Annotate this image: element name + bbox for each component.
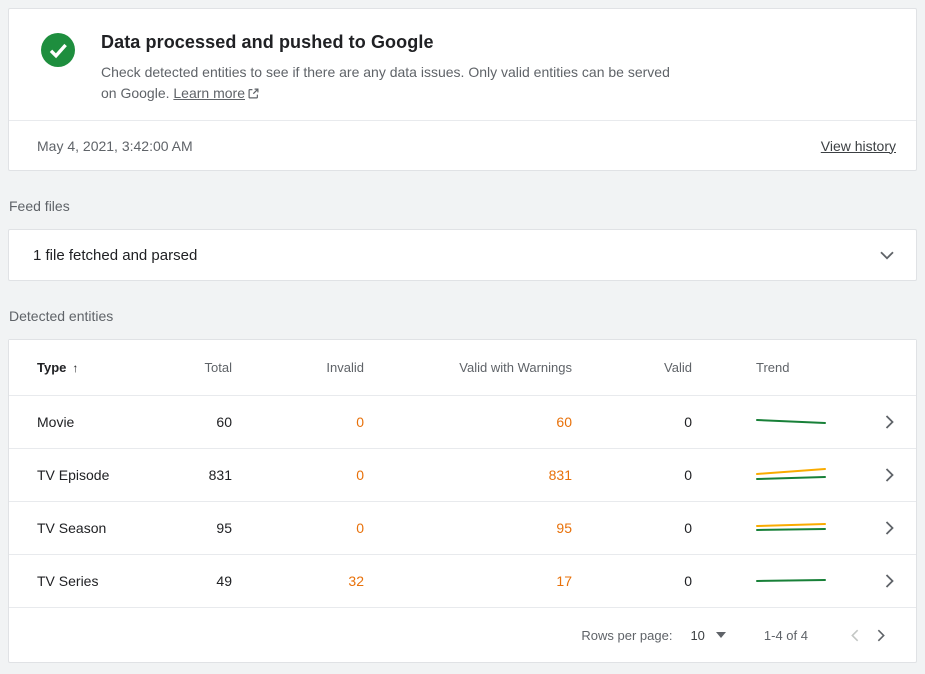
rows-per-page-label: Rows per page:: [581, 627, 673, 643]
feed-files-card[interactable]: 1 file fetched and parsed: [8, 229, 917, 281]
entity-type-cell: TV Series: [37, 573, 99, 589]
column-header-invalid[interactable]: Invalid: [326, 360, 364, 375]
chevron-right-icon[interactable]: [883, 413, 896, 431]
status-title: Data processed and pushed to Google: [101, 32, 434, 52]
column-header-valid-with-warnings[interactable]: Valid with Warnings: [459, 360, 572, 375]
valid-with-warnings-cell: 95: [556, 520, 572, 536]
entity-type-cell: Movie: [37, 414, 75, 430]
chevron-right-icon[interactable]: [883, 572, 896, 590]
table-row-tv-episode[interactable]: TV Episode 831 0 831 0: [9, 449, 916, 502]
invalid-cell: 32: [348, 573, 364, 589]
next-page-button[interactable]: [868, 622, 894, 648]
column-header-type[interactable]: Type ↑: [37, 360, 79, 375]
total-cell: 831: [208, 467, 232, 483]
table-row-tv-season[interactable]: TV Season 95 0 95 0: [9, 502, 916, 555]
column-header-trend: Trend: [756, 360, 790, 375]
column-header-valid[interactable]: Valid: [664, 360, 692, 375]
chevron-left-icon: [851, 629, 859, 641]
view-history-link[interactable]: View history: [820, 137, 896, 154]
status-description-text: Check detected entities to see if there …: [101, 64, 670, 101]
timestamp: May 4, 2021, 3:42:00 AM: [37, 137, 193, 154]
dropdown-arrow-icon: [715, 632, 726, 638]
invalid-cell: 0: [356, 467, 364, 483]
status-card: Data processed and pushed to Google Chec…: [8, 8, 917, 171]
total-cell: 49: [216, 573, 232, 589]
detected-entities-table: Type ↑ Total Invalid Valid with Warnings …: [8, 339, 917, 663]
rows-per-page-select[interactable]: 10: [690, 627, 726, 643]
learn-more-link[interactable]: Learn more: [173, 85, 259, 101]
pagination-range: 1-4 of 4: [763, 627, 808, 643]
trend-sparkline: [692, 412, 832, 432]
column-header-total[interactable]: Total: [204, 360, 232, 375]
table-pagination: Rows per page: 10 1-4 of 4: [9, 608, 916, 662]
invalid-cell: 0: [356, 414, 364, 430]
status-footer: May 4, 2021, 3:42:00 AM View history: [9, 120, 916, 170]
status-text-block: Data processed and pushed to Google Chec…: [101, 31, 673, 104]
chevron-right-icon[interactable]: [883, 466, 896, 484]
detected-entities-section-label: Detected entities: [9, 308, 114, 324]
valid-with-warnings-cell: 831: [548, 467, 572, 483]
trend-sparkline: [692, 571, 832, 591]
valid-cell: 0: [684, 467, 692, 483]
valid-cell: 0: [684, 414, 692, 430]
feed-files-summary: 1 file fetched and parsed: [33, 246, 198, 264]
valid-cell: 0: [684, 573, 692, 589]
chevron-right-icon[interactable]: [883, 519, 896, 537]
table-header-row: Type ↑ Total Invalid Valid with Warnings …: [9, 340, 916, 396]
status-description: Check detected entities to see if there …: [101, 62, 673, 104]
invalid-cell: 0: [356, 520, 364, 536]
entity-type-cell: TV Episode: [37, 467, 110, 483]
table-row-movie[interactable]: Movie 60 0 60 0: [9, 396, 916, 449]
total-cell: 60: [216, 414, 232, 430]
chevron-down-icon[interactable]: [880, 251, 894, 260]
feed-files-section-label: Feed files: [9, 198, 70, 214]
chevron-right-icon: [877, 629, 885, 641]
table-row-tv-series[interactable]: TV Series 49 32 17 0: [9, 555, 916, 608]
status-summary: Data processed and pushed to Google Chec…: [9, 9, 916, 120]
previous-page-button[interactable]: [842, 622, 868, 648]
success-check-icon: [41, 33, 75, 67]
valid-cell: 0: [684, 520, 692, 536]
trend-sparkline: [692, 518, 832, 538]
total-cell: 95: [216, 520, 232, 536]
external-link-icon: [248, 88, 259, 99]
valid-with-warnings-cell: 60: [556, 414, 572, 430]
valid-with-warnings-cell: 17: [556, 573, 572, 589]
rows-per-page-value: 10: [690, 627, 705, 643]
trend-sparkline: [692, 465, 832, 485]
entity-type-cell: TV Season: [37, 520, 107, 536]
sort-ascending-icon: ↑: [72, 361, 79, 375]
